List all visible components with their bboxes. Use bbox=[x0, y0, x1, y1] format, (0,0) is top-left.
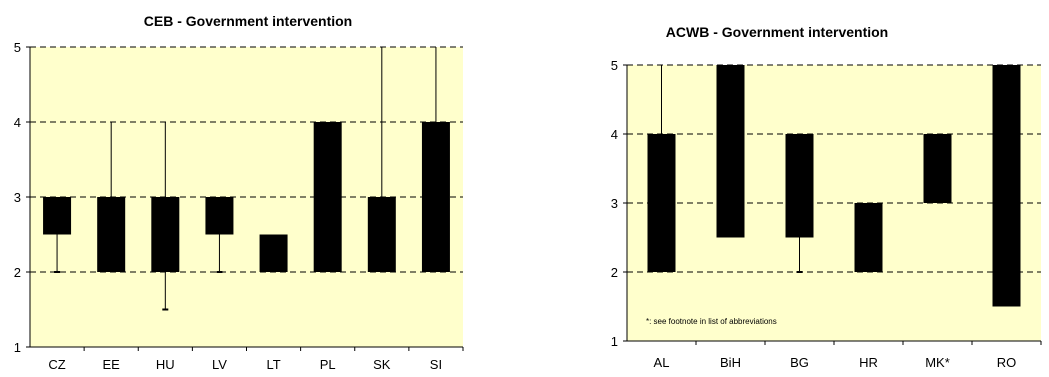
box bbox=[923, 134, 952, 203]
box-series bbox=[43, 47, 450, 311]
box bbox=[647, 134, 676, 272]
chart-acwb: ACWB - Government intervention 1 2 3 4 5 AL B… bbox=[611, 24, 1042, 370]
box-lt bbox=[259, 234, 288, 272]
y-tick-label: 3 bbox=[14, 190, 21, 205]
y-tick-label: 2 bbox=[14, 265, 21, 280]
y-tick-label: 3 bbox=[611, 196, 618, 211]
x-tick-label: SI bbox=[430, 357, 442, 372]
x-tick-labels: CZ EE HU LV LT PL SK SI bbox=[48, 347, 464, 372]
box bbox=[205, 197, 234, 235]
box-hu bbox=[151, 122, 180, 311]
x-tick-labels: AL BiH BG HR MK* RO bbox=[654, 341, 1042, 370]
box-ee bbox=[97, 122, 126, 272]
box bbox=[716, 65, 745, 238]
box-hr bbox=[854, 203, 883, 272]
box bbox=[313, 122, 342, 272]
box bbox=[259, 234, 288, 272]
x-tick-label: BG bbox=[790, 355, 809, 370]
gridlines bbox=[627, 64, 1041, 273]
x-tick-label: AL bbox=[654, 355, 670, 370]
y-tick-label: 5 bbox=[611, 58, 618, 73]
y-tick-label: 2 bbox=[611, 265, 618, 280]
box bbox=[992, 65, 1021, 307]
x-tick-label: EE bbox=[103, 357, 121, 372]
chart-title: CEB - Government intervention bbox=[144, 13, 352, 29]
chart-ceb: CEB - Government intervention 1 2 3 4 5 CZ EE… bbox=[14, 13, 464, 372]
x-tick-label: SK bbox=[373, 357, 391, 372]
box-bg bbox=[785, 134, 814, 273]
box-series bbox=[647, 65, 1021, 307]
y-tick-label: 4 bbox=[14, 115, 21, 130]
box bbox=[421, 122, 450, 272]
box-al bbox=[647, 65, 676, 272]
box bbox=[854, 203, 883, 272]
box bbox=[785, 134, 814, 238]
box bbox=[43, 197, 72, 235]
x-tick-label: HR bbox=[859, 355, 878, 370]
box-cz bbox=[43, 197, 72, 273]
box-pl bbox=[313, 122, 342, 272]
y-tick-label: 4 bbox=[611, 127, 618, 142]
x-tick-label: PL bbox=[320, 357, 336, 372]
box bbox=[97, 197, 126, 272]
y-tick-label: 5 bbox=[14, 40, 21, 55]
footnote: *: see footnote in list of abbreviations bbox=[646, 317, 777, 326]
x-tick-label: MK* bbox=[925, 355, 950, 370]
box bbox=[367, 197, 396, 272]
box-sk bbox=[367, 47, 396, 272]
box-ro bbox=[992, 65, 1021, 307]
x-tick-label: RO bbox=[997, 355, 1017, 370]
x-tick-label: LT bbox=[266, 357, 280, 372]
box-si bbox=[421, 47, 450, 272]
y-tick-labels: 1 2 3 4 5 bbox=[14, 40, 30, 355]
y-tick-labels: 1 2 3 4 5 bbox=[611, 58, 627, 349]
y-tick-label: 1 bbox=[611, 334, 618, 349]
box-lv bbox=[205, 197, 234, 273]
box bbox=[151, 197, 180, 272]
x-tick-label: BiH bbox=[720, 355, 741, 370]
box-bih bbox=[716, 65, 745, 238]
y-tick-label: 1 bbox=[14, 340, 21, 355]
x-tick-label: HU bbox=[156, 357, 175, 372]
x-tick-label: CZ bbox=[48, 357, 65, 372]
x-tick-label: LV bbox=[212, 357, 227, 372]
chart-title: ACWB - Government intervention bbox=[666, 24, 888, 40]
box-mk bbox=[923, 134, 952, 203]
